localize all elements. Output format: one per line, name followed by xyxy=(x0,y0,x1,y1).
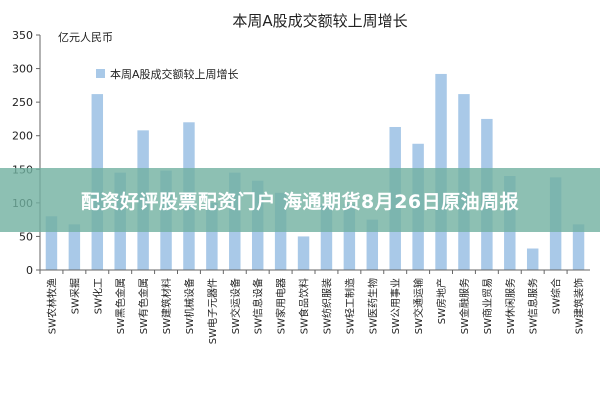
bar xyxy=(68,224,81,270)
x-tick-label: SW医药生物 xyxy=(366,278,379,334)
x-tick-label: SW电子元器件 xyxy=(206,278,219,344)
y-tick-label: 0 xyxy=(26,264,33,277)
y-tick-label: 50 xyxy=(19,230,33,243)
banner-overlay: 配资好评股票配资门户 海通期货8月26日原油周报 xyxy=(0,168,600,232)
x-tick-label: SW公用事业 xyxy=(389,278,402,334)
bar xyxy=(206,202,218,270)
x-tick-label: SW采掘 xyxy=(68,278,81,314)
x-tick-label: SW交通运输 xyxy=(412,278,425,334)
legend-swatch xyxy=(96,69,105,78)
x-tick-label: SW信息设备 xyxy=(252,278,265,334)
x-tick-label: SW商业贸易 xyxy=(481,278,494,334)
chart-title: 本周A股成交额较上周增长 xyxy=(232,12,407,30)
x-tick-label: SW信息服务 xyxy=(527,278,540,334)
y-axis-ticks: 050100150200250300350 xyxy=(12,29,40,277)
bar xyxy=(45,216,58,270)
bar xyxy=(320,204,333,270)
x-tick-label: SW纺织服装 xyxy=(320,278,333,334)
x-tick-label: SW农林牧渔 xyxy=(45,278,58,334)
x-tick-label: SW建筑材料 xyxy=(160,278,173,334)
y-tick-label: 250 xyxy=(12,96,33,109)
y-axis-label: 亿元人民币 xyxy=(58,31,113,44)
legend-label: 本周A股成交额较上周增长 xyxy=(110,67,239,81)
bar xyxy=(366,219,379,270)
x-tick-label: SW黑色金属 xyxy=(114,278,127,334)
x-tick-label: SW建筑装饰 xyxy=(573,278,586,334)
x-tick-label: SW休闲服务 xyxy=(504,278,517,334)
x-tick-label: SW有色金属 xyxy=(137,278,150,334)
bar xyxy=(526,248,539,270)
y-tick-label: 350 xyxy=(12,29,33,42)
x-tick-label: SW金融服务 xyxy=(458,278,471,334)
x-tick-label: SW轻工制造 xyxy=(343,278,356,334)
banner-text: 配资好评股票配资门户 海通期货8月26日原油周报 xyxy=(80,190,520,213)
x-tick-label: SW机械设备 xyxy=(183,278,196,334)
bar xyxy=(343,204,356,270)
x-axis-labels: SW农林牧渔 SW采掘 SW化工 SW黑色金属 SW有色金属 SW建筑材料 SW机械设备 SW… xyxy=(39,270,586,344)
x-tick-label: SW食品饮料 xyxy=(298,278,311,334)
x-tick-label: SW交运设备 xyxy=(229,278,242,334)
y-tick-label: 200 xyxy=(12,130,33,143)
legend: 本周A股成交额较上周增长 xyxy=(96,67,239,81)
x-tick-label: SW化工 xyxy=(91,278,104,314)
y-tick-label: 300 xyxy=(12,63,33,76)
bar xyxy=(297,236,310,270)
x-tick-label: SW房地产 xyxy=(435,278,448,324)
x-tick-label: SW综合 xyxy=(550,278,563,314)
x-tick-label: SW家用电器 xyxy=(275,278,288,334)
bar xyxy=(572,224,585,270)
